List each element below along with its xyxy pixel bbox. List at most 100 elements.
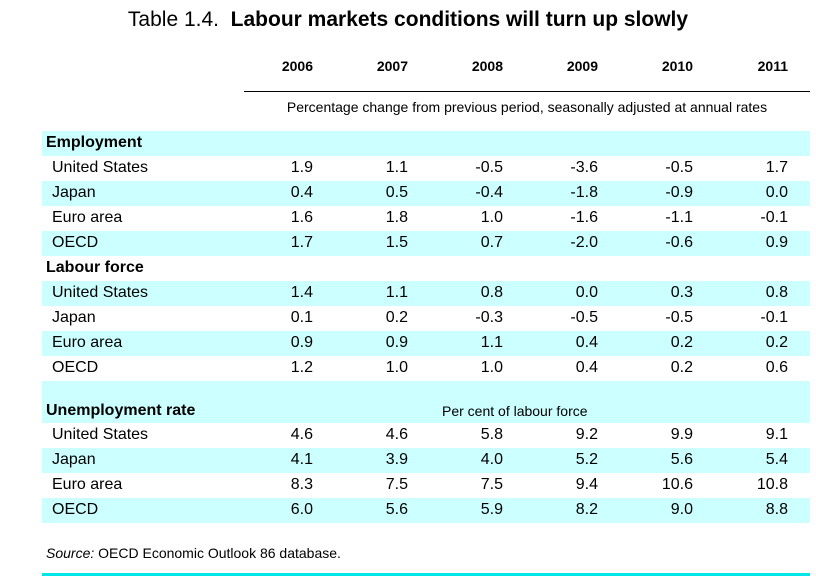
- cell: 3.9: [385, 451, 408, 468]
- cell: 4.0: [480, 451, 503, 468]
- row-label: United States: [52, 159, 149, 176]
- section-header-labour-force: Labour force: [42, 256, 810, 281]
- row-label: Euro area: [52, 334, 123, 351]
- cell: 0.3: [670, 284, 693, 301]
- cell: 5.8: [480, 426, 503, 443]
- cell: 4.6: [290, 426, 313, 443]
- cell: -0.1: [760, 309, 788, 326]
- cell: -0.1: [760, 209, 788, 226]
- table-row: Japan 0.4 0.5 -0.4 -1.8 -0.9 0.0: [42, 181, 810, 206]
- year-header-row: 2006 2007 2008 2009 2010 2011: [0, 58, 816, 78]
- table-title: Table 1.4. Labour markets conditions wil…: [0, 8, 816, 32]
- year-header: 2006: [281, 58, 313, 74]
- cell: 4.1: [290, 451, 313, 468]
- cell: 5.2: [575, 451, 598, 468]
- unemployment-unit-note: Per cent of labour force: [442, 403, 588, 419]
- table-row: OECD 6.0 5.6 5.9 8.2 9.0 8.8: [42, 498, 810, 523]
- cell: 1.5: [385, 234, 408, 251]
- year-header: 2008: [471, 58, 503, 74]
- row-label: OECD: [52, 234, 99, 251]
- row-label: United States: [52, 284, 149, 301]
- cell: -0.9: [665, 184, 693, 201]
- year-header: 2009: [566, 58, 598, 74]
- cell: 1.7: [290, 234, 313, 251]
- cell: 4.6: [385, 426, 408, 443]
- cell: 1.9: [290, 159, 313, 176]
- table-row: Euro area 8.3 7.5 7.5 9.4 10.6 10.8: [42, 473, 810, 498]
- cell: 1.4: [290, 284, 313, 301]
- cell: 1.6: [290, 209, 313, 226]
- table-row: United States 1.4 1.1 0.8 0.0 0.3 0.8: [42, 281, 810, 306]
- section-header-unemployment: Unemployment rate Per cent of labour for…: [42, 381, 810, 423]
- table-row: United States 4.6 4.6 5.8 9.2 9.9 9.1: [42, 423, 810, 448]
- table-row: Euro area 1.6 1.8 1.0 -1.6 -1.1 -0.1: [42, 206, 810, 231]
- row-label: Euro area: [52, 209, 123, 226]
- cell: -0.4: [475, 184, 503, 201]
- year-header: 2007: [376, 58, 408, 74]
- cell: 0.0: [765, 184, 788, 201]
- cell: -0.5: [570, 309, 598, 326]
- cell: 1.0: [480, 209, 503, 226]
- cell: -0.5: [475, 159, 503, 176]
- cell: 8.8: [765, 501, 788, 518]
- cell: -0.3: [475, 309, 503, 326]
- row-label: Japan: [52, 309, 96, 326]
- cell: 5.6: [385, 501, 408, 518]
- row-label: OECD: [52, 359, 99, 376]
- cell: 1.1: [480, 334, 503, 351]
- table-row: Japan 0.1 0.2 -0.3 -0.5 -0.5 -0.1: [42, 306, 810, 331]
- cell: 9.9: [670, 426, 693, 443]
- cell: -0.5: [665, 309, 693, 326]
- cell: -2.0: [570, 234, 598, 251]
- bottom-rule: [42, 573, 810, 576]
- cell: 0.1: [290, 309, 313, 326]
- cell: 5.6: [670, 451, 693, 468]
- cell: 9.2: [575, 426, 598, 443]
- year-header: 2011: [757, 58, 788, 74]
- subheader-note: Percentage change from previous period, …: [286, 99, 768, 115]
- cell: 7.5: [480, 476, 503, 493]
- section-label: Unemployment rate: [46, 402, 196, 419]
- cell: 9.1: [765, 426, 788, 443]
- table-row: Japan 4.1 3.9 4.0 5.2 5.6 5.4: [42, 448, 810, 473]
- cell: 0.9: [290, 334, 313, 351]
- cell: -0.6: [665, 234, 693, 251]
- cell: 1.1: [385, 284, 408, 301]
- cell: 0.5: [385, 184, 408, 201]
- row-label: Japan: [52, 451, 96, 468]
- cell: 0.4: [575, 334, 598, 351]
- cell: 0.2: [385, 309, 408, 326]
- cell: 8.3: [290, 476, 313, 493]
- row-label: Euro area: [52, 476, 123, 493]
- table-row: United States 1.9 1.1 -0.5 -3.6 -0.5 1.7: [42, 156, 810, 181]
- section-label: Employment: [46, 134, 143, 151]
- cell: 10.8: [756, 476, 788, 493]
- cell: 0.6: [765, 359, 788, 376]
- cell: 0.4: [290, 184, 313, 201]
- source-label: Source:: [46, 545, 95, 561]
- cell: 1.2: [290, 359, 313, 376]
- cell: 0.4: [575, 359, 598, 376]
- table-row: OECD 1.7 1.5 0.7 -2.0 -0.6 0.9: [42, 231, 810, 256]
- cell: -3.6: [570, 159, 598, 176]
- row-label: Japan: [52, 184, 96, 201]
- cell: 6.0: [290, 501, 313, 518]
- cell: 1.7: [765, 159, 788, 176]
- cell: 9.0: [670, 501, 693, 518]
- cell: 1.0: [385, 359, 408, 376]
- cell: 9.4: [575, 476, 598, 493]
- cell: 0.0: [575, 284, 598, 301]
- source-note: Source: OECD Economic Outlook 86 databas…: [46, 545, 341, 561]
- data-table: Employment United States 1.9 1.1 -0.5 -3…: [42, 131, 810, 523]
- cell: 0.2: [765, 334, 788, 351]
- section-label: Labour force: [46, 259, 144, 276]
- cell: 7.5: [385, 476, 408, 493]
- cell: -1.1: [665, 209, 693, 226]
- cell: 5.9: [480, 501, 503, 518]
- cell: 1.1: [385, 159, 408, 176]
- cell: 8.2: [575, 501, 598, 518]
- cell: 1.8: [385, 209, 408, 226]
- table-row: OECD 1.2 1.0 1.0 0.4 0.2 0.6: [42, 356, 810, 381]
- source-text: OECD Economic Outlook 86 database.: [98, 545, 341, 561]
- cell: -0.5: [665, 159, 693, 176]
